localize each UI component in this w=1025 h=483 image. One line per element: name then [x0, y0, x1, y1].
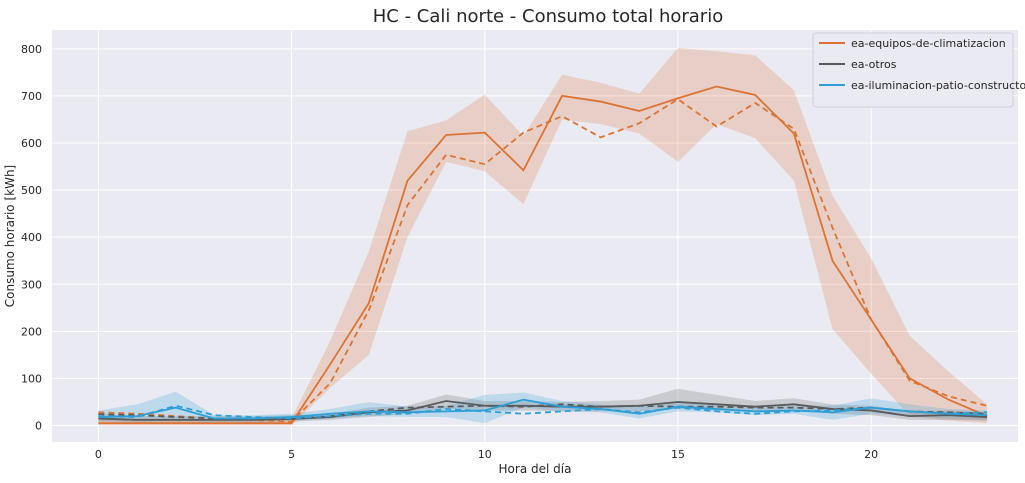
y-tick-label: 100 — [21, 372, 42, 385]
series-line-dashed-0 — [98, 98, 988, 423]
y-tick-label: 200 — [21, 325, 42, 338]
series-lines — [98, 85, 988, 425]
confidence-band-0 — [98, 47, 988, 426]
x-tick-label: 10 — [478, 448, 492, 461]
x-tick-label: 20 — [864, 448, 878, 461]
y-tick-label: 400 — [21, 231, 42, 244]
legend-entry: ea-iluminacion-patio-constructor — [851, 79, 1025, 92]
legend-entry: ea-otros — [851, 58, 897, 71]
series-line-2 — [98, 398, 988, 420]
y-tick-label: 0 — [35, 420, 42, 433]
legend-box — [812, 32, 1014, 108]
series-line-dashed-2 — [98, 404, 988, 420]
legend: ea-equipos-de-climatizacion ea-otros ea-il… — [812, 32, 1025, 108]
x-tick-label: 0 — [95, 448, 102, 461]
y-tick-label: 800 — [21, 43, 42, 56]
grid-lines — [52, 30, 1018, 442]
x-axis-label: Hora del día — [499, 462, 572, 476]
y-tick-label: 700 — [21, 90, 42, 103]
y-tick-label: 300 — [21, 278, 42, 291]
legend-entry: ea-equipos-de-climatizacion — [851, 37, 1006, 50]
y-tick-label: 500 — [21, 184, 42, 197]
y-axis-label: Consumo horario [kWh] — [3, 165, 17, 307]
series-line-0 — [98, 85, 988, 425]
chart-title: HC - Cali norte - Consumo total horario — [373, 6, 723, 27]
x-tick-label: 15 — [671, 448, 685, 461]
y-tick-label: 600 — [21, 137, 42, 150]
x-tick-label: 5 — [288, 448, 295, 461]
